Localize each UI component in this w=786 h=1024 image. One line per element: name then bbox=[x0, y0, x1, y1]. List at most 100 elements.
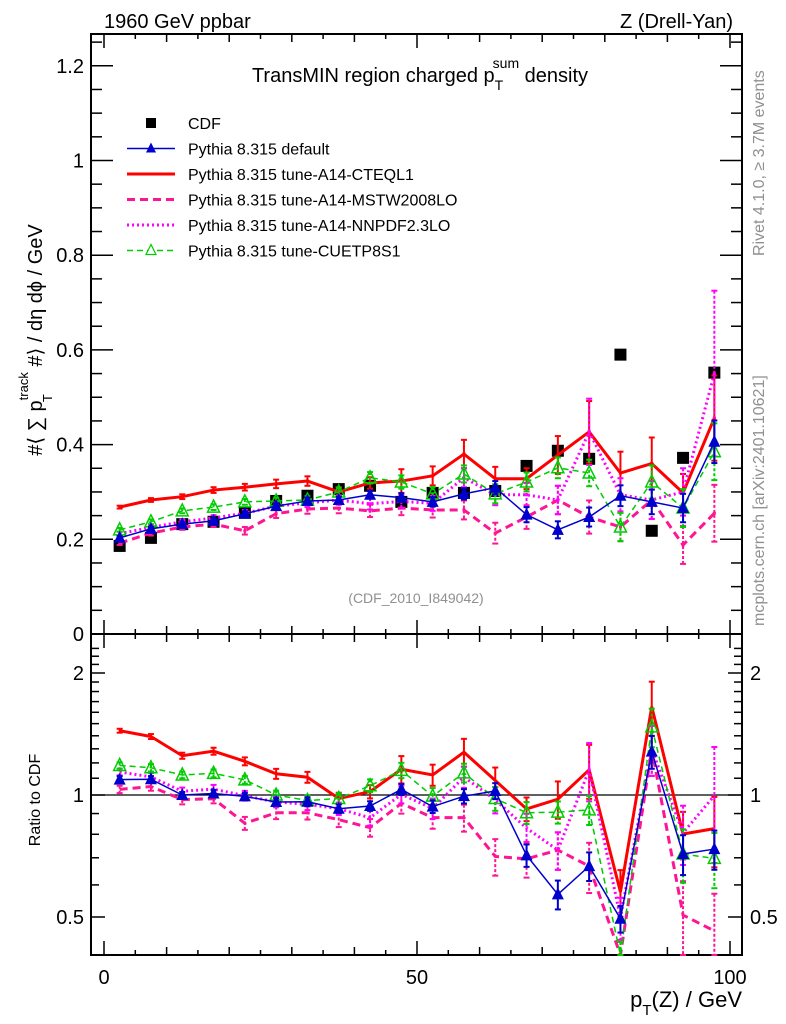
svg-text:Ratio to CDF: Ratio to CDF bbox=[27, 754, 44, 847]
legend-open-triangle-marker bbox=[145, 243, 157, 256]
ratio-triangle-marker bbox=[708, 842, 721, 855]
series-line bbox=[119, 497, 716, 548]
open-triangle-marker bbox=[362, 469, 378, 484]
xlabel-post: (Z) / GeV bbox=[652, 987, 743, 1012]
y-axis-label: #⟨ ∑ ptrack T #⟩ / dη dϕ / GeV bbox=[16, 224, 55, 456]
point-marker bbox=[431, 474, 435, 478]
point-marker bbox=[180, 495, 184, 499]
series-line bbox=[119, 373, 716, 536]
title-sub: T bbox=[495, 77, 504, 93]
ratio-y-tick-label: 2 bbox=[73, 663, 84, 685]
legend-label: Pythia 8.315 tune-A14-CTEQL1 bbox=[188, 167, 414, 184]
ratio-triangle-marker bbox=[426, 799, 439, 812]
ratio-triangle-marker bbox=[301, 794, 314, 807]
triangle-marker bbox=[520, 507, 533, 520]
point-marker bbox=[243, 529, 247, 533]
triangle-marker bbox=[551, 522, 564, 535]
open-triangle-marker bbox=[394, 473, 409, 488]
open-triangle-marker bbox=[456, 465, 472, 480]
triangle-marker bbox=[457, 486, 470, 499]
ratio-triangle-marker bbox=[176, 788, 189, 800]
series-pythia-8-315-tune-a14-mstw2008lo bbox=[116, 480, 718, 565]
svg-text:mcplots.cern.ch [arXiv:2401.10: mcplots.cern.ch [arXiv:2401.10621] bbox=[751, 375, 768, 626]
xlabel-pre: p bbox=[630, 987, 642, 1012]
y-tick-label: 0.4 bbox=[56, 435, 84, 457]
x-tick-label: 0 bbox=[98, 967, 109, 989]
ratio-open-triangle-marker bbox=[394, 761, 409, 777]
data-point bbox=[645, 524, 658, 537]
legend-triangle-marker bbox=[146, 142, 156, 153]
ratio-y-axis-label: Ratio to CDF bbox=[27, 754, 44, 847]
point-marker bbox=[118, 505, 122, 509]
ratio-y-tick-label-right: 2 bbox=[750, 663, 761, 685]
point-marker bbox=[274, 512, 278, 516]
series-pythia-8-315-tune-cuetp8s1 bbox=[112, 422, 722, 543]
triangle-marker bbox=[364, 487, 377, 500]
ratio-open-triangle-marker bbox=[175, 766, 190, 781]
open-triangle-marker bbox=[550, 459, 566, 474]
legend-item-cdf: CDF bbox=[146, 116, 221, 133]
triangle-marker bbox=[677, 501, 690, 514]
point-marker bbox=[368, 502, 372, 506]
y-tick-label: 0 bbox=[73, 624, 84, 646]
triangle-marker bbox=[426, 494, 439, 507]
ratio-series-pythia-8-315-default bbox=[113, 734, 721, 934]
legend-item-pythia-8-315-tune-a14-mstw2008lo: Pythia 8.315 tune-A14-MSTW2008LO bbox=[127, 193, 457, 210]
point-marker bbox=[149, 498, 153, 502]
ratio-triangle-marker bbox=[645, 744, 658, 757]
ratio-triangle-marker bbox=[551, 887, 564, 900]
triangle-marker bbox=[583, 510, 596, 523]
ratio-y-tick-label: 0.5 bbox=[56, 907, 84, 929]
series-line bbox=[119, 451, 716, 531]
point-marker bbox=[337, 506, 341, 510]
series-pythia-8-315-tune-a14-cteql1 bbox=[116, 374, 718, 513]
ratio-open-triangle-marker bbox=[362, 777, 378, 792]
xlabel-sub: T bbox=[642, 1002, 651, 1019]
legend-item-pythia-8-315-tune-cuetp8s1: Pythia 8.315 tune-CUETP8S1 bbox=[127, 243, 401, 261]
chart-title: TransMIN region charged pTsum density bbox=[252, 55, 588, 93]
triangle-marker bbox=[489, 480, 502, 493]
triangle-marker bbox=[301, 493, 314, 506]
ratio-series-pythia-8-315-tune-a14-nnpdf2-3lo bbox=[116, 724, 718, 941]
ratio-y-tick-label: 1 bbox=[73, 785, 84, 807]
data-point bbox=[614, 348, 627, 361]
rivet-info: Rivet 4.1.0, ≥ 3.7M events bbox=[751, 70, 768, 256]
point-marker bbox=[618, 525, 622, 529]
ratio-open-triangle-marker bbox=[112, 756, 127, 772]
ratio-triangle-marker bbox=[677, 847, 690, 860]
ratio-series-pythia-8-315-tune-a14-mstw2008lo bbox=[116, 724, 718, 956]
point-marker bbox=[274, 482, 278, 486]
triangle-marker bbox=[238, 506, 251, 519]
ylabel-post: #⟩ / dη dϕ / GeV bbox=[25, 224, 47, 373]
triangle-marker bbox=[176, 517, 189, 530]
open-triangle-marker bbox=[613, 518, 628, 533]
legend-label: Pythia 8.315 tune-A14-NNPDF2.3LO bbox=[188, 218, 450, 235]
data-point bbox=[677, 451, 690, 464]
ratio-triangle-marker bbox=[614, 911, 627, 924]
legend: CDF Pythia 8.315 default Pythia 8.315 tune… bbox=[127, 116, 457, 261]
legend-item-pythia-8-315-tune-a14-nnpdf2-3lo: Pythia 8.315 tune-A14-NNPDF2.3LO bbox=[127, 218, 450, 235]
legend-item-pythia-8-315-default: Pythia 8.315 default bbox=[127, 142, 330, 159]
point-marker bbox=[493, 477, 497, 481]
ratio-open-triangle-marker bbox=[550, 803, 566, 818]
legend-label: Pythia 8.315 tune-A14-MSTW2008LO bbox=[188, 193, 457, 210]
open-triangle-marker bbox=[519, 473, 534, 488]
main-plot-area bbox=[112, 289, 722, 565]
x-tick-label: 100 bbox=[713, 967, 746, 989]
point-marker bbox=[305, 479, 309, 483]
point-marker bbox=[368, 509, 372, 513]
ylabel-pre: #⟨ ∑ p bbox=[25, 400, 47, 455]
x-axis-label: pT(Z) / GeV bbox=[630, 987, 742, 1019]
triangle-marker bbox=[614, 488, 627, 501]
point-marker bbox=[556, 498, 560, 502]
legend-label: CDF bbox=[188, 116, 221, 133]
point-marker bbox=[618, 471, 622, 475]
point-marker bbox=[525, 493, 529, 497]
legend-label: Pythia 8.315 default bbox=[188, 142, 330, 159]
legend-item-pythia-8-315-tune-a14-cteql1: Pythia 8.315 tune-A14-CTEQL1 bbox=[127, 167, 414, 184]
ratio-open-triangle-marker bbox=[519, 804, 534, 819]
y-tick-label: 0.2 bbox=[56, 529, 84, 551]
open-triangle-marker bbox=[206, 498, 221, 513]
